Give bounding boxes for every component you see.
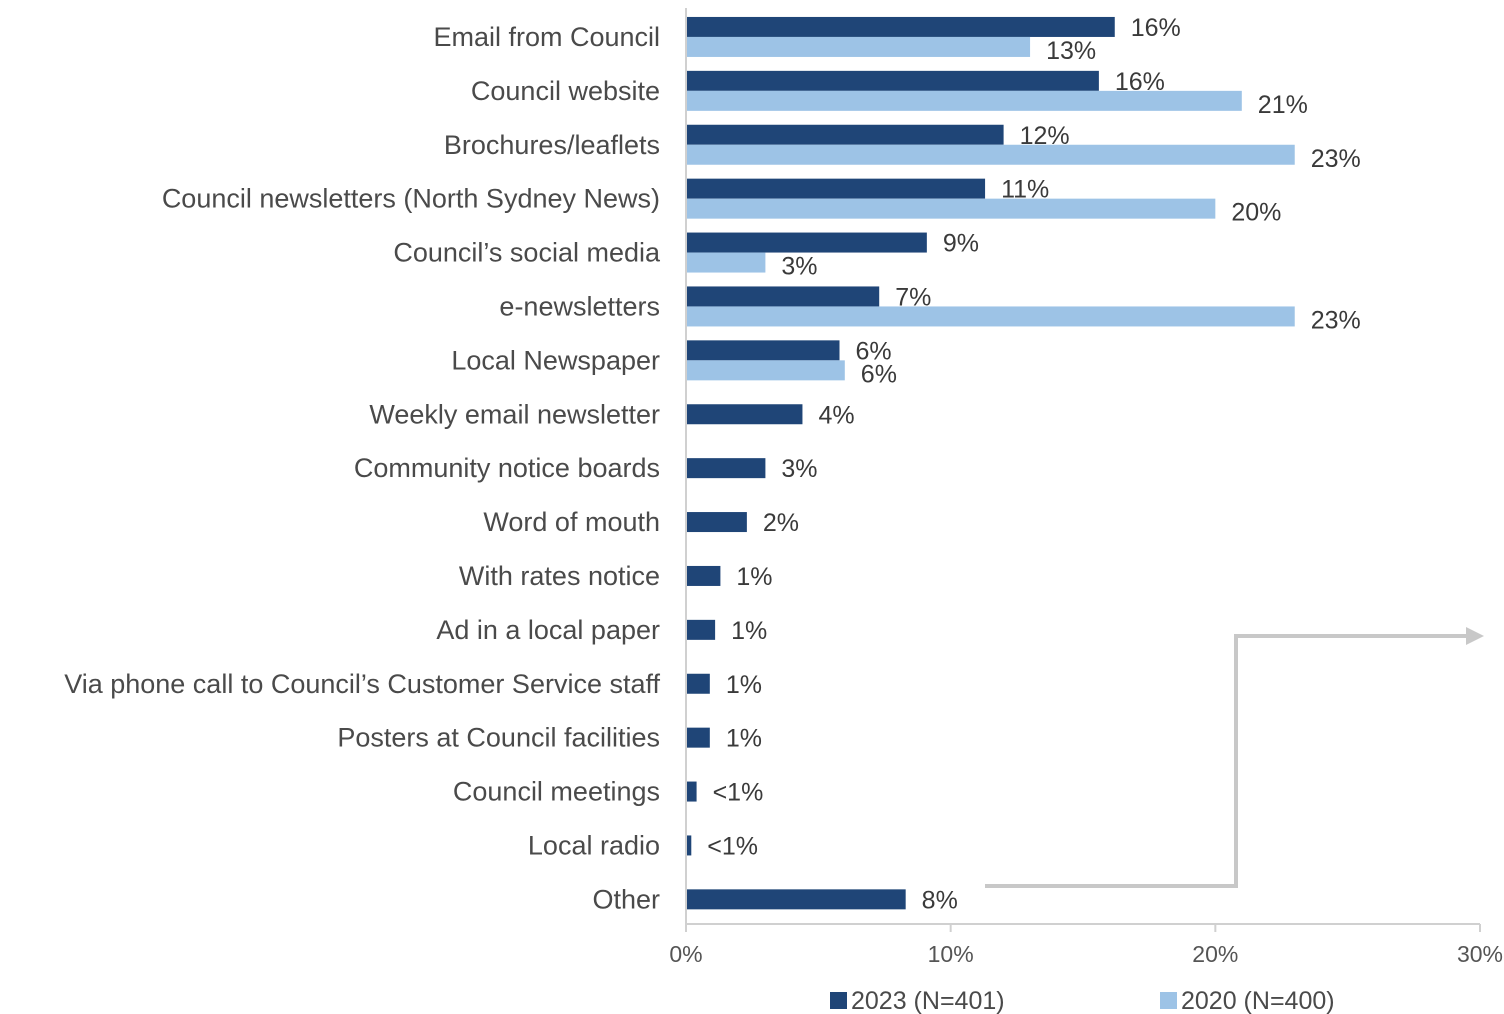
- category-label: e-newsletters: [499, 291, 660, 321]
- bar-2023: [686, 673, 710, 694]
- category-label: Brochures/leaflets: [444, 130, 660, 160]
- bars: [686, 16, 1295, 910]
- value-label-2023: 2%: [763, 509, 799, 537]
- value-label-2023: 16%: [1115, 68, 1165, 96]
- bar-2023: [686, 404, 803, 425]
- bar-2023: [686, 178, 986, 199]
- value-label-2023: 7%: [895, 283, 931, 311]
- value-label-2020: 3%: [781, 253, 817, 281]
- x-tick-label: 0%: [669, 941, 702, 967]
- category-label: Via phone call to Council’s Customer Ser…: [64, 669, 660, 699]
- bar-2020: [686, 360, 845, 381]
- value-label-2023: <1%: [707, 832, 758, 860]
- category-label: Weekly email newsletter: [369, 399, 660, 429]
- value-label-2023: 1%: [726, 725, 762, 753]
- value-label-2023: 16%: [1131, 14, 1181, 42]
- value-label-2023: 1%: [731, 617, 767, 645]
- bar-2020: [686, 36, 1031, 57]
- x-axis-ticks: 0% 10% 20% 30%: [669, 924, 1503, 967]
- bar-2023: [686, 835, 692, 856]
- bar-2023: [686, 232, 927, 253]
- bar-2023: [686, 619, 716, 640]
- bar-2023: [686, 781, 697, 802]
- value-label-2023: 8%: [922, 886, 958, 914]
- bar-2023: [686, 512, 747, 533]
- x-tick-label: 10%: [928, 941, 974, 967]
- bar-2023: [686, 124, 1004, 145]
- category-label: Word of mouth: [483, 507, 660, 537]
- category-labels: Email from Council Council website Brochur…: [64, 22, 661, 914]
- value-label-2023: 4%: [818, 401, 854, 429]
- category-label: Local Newspaper: [451, 345, 660, 375]
- bar-2023: [686, 727, 710, 748]
- category-label: Email from Council: [433, 22, 660, 52]
- value-label-2023: 9%: [943, 230, 979, 258]
- bar-2020: [686, 144, 1295, 165]
- value-label-2023: 1%: [736, 563, 772, 591]
- category-label: With rates notice: [459, 561, 660, 591]
- value-label-2020: 20%: [1231, 199, 1281, 227]
- value-label-2023: 12%: [1020, 122, 1070, 150]
- bar-2023: [686, 565, 721, 586]
- value-label-2020: 23%: [1311, 306, 1361, 334]
- value-label-2023: 1%: [726, 671, 762, 699]
- category-label: Other: [592, 884, 660, 914]
- value-label-2023: 6%: [856, 337, 892, 365]
- category-label: Local radio: [528, 830, 660, 860]
- value-label-2020: 13%: [1046, 37, 1096, 65]
- legend-swatch: [830, 992, 847, 1009]
- category-label: Posters at Council facilities: [337, 723, 660, 753]
- legend: 2023 (N=401) 2020 (N=400): [830, 987, 1335, 1014]
- bar-2023: [686, 458, 766, 479]
- other-callout-arrow: [985, 627, 1484, 888]
- x-tick-label: 20%: [1192, 941, 1238, 967]
- legend-label: 2023 (N=401): [851, 987, 1005, 1014]
- bar-2020: [686, 198, 1216, 219]
- bar-2020: [686, 90, 1242, 111]
- bar-2023: [686, 340, 840, 361]
- category-label: Ad in a local paper: [436, 615, 660, 645]
- value-labels: 16%13%16%21%12%23%11%20%9%3%7%23%6%6%4%3…: [707, 14, 1360, 914]
- value-label-2020: 6%: [861, 360, 897, 388]
- legend-label: 2020 (N=400): [1181, 987, 1335, 1014]
- category-label: Council website: [471, 76, 660, 106]
- value-label-2023: 11%: [1001, 176, 1049, 204]
- callout-arrow-line: [985, 634, 1468, 888]
- value-label-2023: <1%: [713, 779, 764, 807]
- category-label: Council meetings: [453, 777, 660, 807]
- legend-swatch: [1160, 992, 1177, 1009]
- value-label-2020: 23%: [1311, 145, 1361, 173]
- value-label-2020: 21%: [1258, 91, 1308, 119]
- bar-2020: [686, 306, 1295, 327]
- category-label: Council’s social media: [393, 238, 661, 268]
- x-tick-label: 30%: [1457, 941, 1503, 967]
- bar-2023: [686, 70, 1099, 91]
- category-label: Council newsletters (North Sydney News): [162, 184, 660, 214]
- category-label: Community notice boards: [354, 453, 660, 483]
- value-label-2023: 3%: [781, 455, 817, 483]
- bar-2020: [686, 252, 766, 273]
- bar-2023: [686, 16, 1115, 37]
- callout-arrow-head: [1466, 627, 1484, 645]
- bar-2023: [686, 889, 906, 910]
- bar-2023: [686, 286, 880, 307]
